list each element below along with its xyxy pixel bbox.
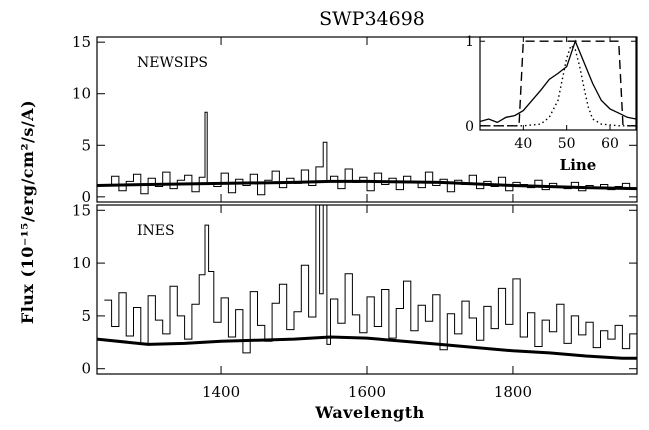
top-thick-series-line — [96, 179, 638, 191]
bottom-y-tick-label: 15 — [72, 201, 91, 219]
bottom-y-tick-label: 0 — [81, 360, 91, 378]
top-y-tick-label: 0 — [81, 188, 91, 206]
top-spectrum-line — [104, 111, 638, 196]
inset-x-tick-label: 50 — [558, 136, 576, 152]
inset-x-tick-label: 60 — [601, 136, 619, 152]
inset-x-tick-label: 40 — [514, 136, 532, 152]
inset-panel-frame — [479, 36, 637, 131]
inset-x-axis-label: Line — [560, 156, 597, 174]
inset-y-tick-label: 1 — [465, 34, 474, 50]
chart-title: SWP34698 — [319, 8, 425, 30]
bottom-spectrum-line — [104, 204, 638, 354]
top-y-tick-label: 10 — [72, 85, 91, 103]
bottom-x-tick-label: 1600 — [348, 383, 386, 401]
bottom-y-tick-label: 10 — [72, 254, 91, 272]
inset-y-tick-label: 0 — [465, 119, 474, 135]
inset-solid-series-line — [479, 39, 637, 124]
inset-dashed-series-line — [480, 40, 636, 127]
inset-background — [480, 37, 636, 130]
bottom-thick-series-line — [96, 335, 637, 360]
top-y-tick-label: 15 — [72, 33, 91, 51]
x-axis-label: Wavelength — [314, 403, 425, 422]
bottom-x-tick-label: 1400 — [202, 383, 240, 401]
bottom-x-tick-label: 1800 — [494, 383, 532, 401]
y-axis-label: Flux (10⁻¹⁵/erg/cm²/s/A) — [18, 100, 37, 324]
top-panel-label: NEWSIPS — [137, 55, 208, 71]
bottom-panel-frame — [96, 204, 638, 375]
top-y-tick-label: 5 — [81, 136, 91, 154]
bottom-y-tick-label: 5 — [81, 307, 91, 325]
bottom-panel-label: INES — [137, 223, 175, 239]
inset-dotted-series-line — [480, 44, 636, 127]
